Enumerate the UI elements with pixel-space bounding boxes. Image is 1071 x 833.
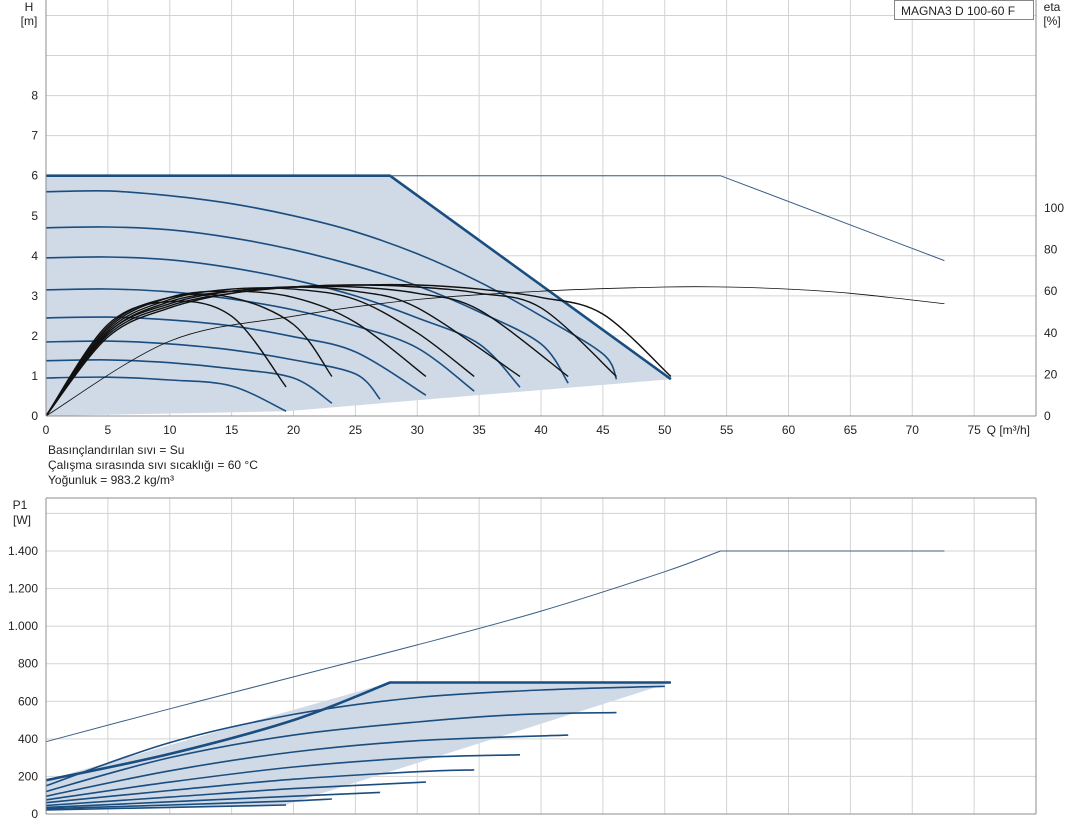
y-tick-label: 5 [31, 209, 38, 223]
y-tick-label: 4 [31, 249, 38, 263]
x-tick-label: 45 [596, 423, 610, 437]
x-tick-label: 15 [225, 423, 239, 437]
efficiency-curve [45, 300, 287, 417]
y2-axis-title: eta [1044, 0, 1061, 14]
power-chart: 0 200 400 600 800 1.000 1.200 1.400 P1[W] [8, 497, 1037, 821]
y-tick-label: 400 [18, 732, 38, 746]
y-tick-label: 6 [31, 169, 38, 183]
y-axis-title: H [25, 0, 34, 14]
head-curve [45, 359, 333, 404]
double-pump-power-curve [45, 550, 945, 743]
y-tick-label: 800 [18, 657, 38, 671]
power-curve [45, 791, 381, 809]
y-axis-title: P1 [13, 498, 28, 512]
operating-envelope [46, 175, 671, 416]
y2-tick-label: 20 [1044, 367, 1058, 381]
y-tick-label: 0 [31, 409, 38, 423]
y2-tick-label: 80 [1044, 243, 1058, 257]
y2-tick-label: 40 [1044, 326, 1058, 340]
head-chart: 0 5 10 15 20 25 30 35 40 45 50 55 60 65 70 750123456780… [21, 0, 1064, 437]
model-label: MAGNA3 D 100-60 F [894, 0, 1034, 20]
power-curve [45, 781, 426, 807]
system-efficiency-curve [45, 286, 945, 417]
temperature-note: Çalışma sırasında sıvı sıcaklığı = 60 °C [48, 458, 258, 472]
head-curve [45, 226, 569, 384]
x-tick-label: 0 [43, 423, 50, 437]
fluid-note: Basınçlandırılan sıvı = Su [48, 443, 185, 457]
x-tick-label: 30 [411, 423, 425, 437]
x-tick-label: 35 [472, 423, 486, 437]
head-curve [45, 288, 475, 392]
y-tick-label: 7 [31, 129, 38, 143]
y-tick-label: 8 [31, 89, 38, 103]
y-axis-unit: [m] [21, 14, 38, 28]
power-curve [45, 685, 665, 787]
x-tick-label: 50 [658, 423, 672, 437]
x-tick-label: 25 [349, 423, 363, 437]
head-curve [45, 189, 618, 380]
max-power-curve [45, 681, 671, 782]
efficiency-curve [45, 284, 617, 417]
y-tick-label: 1.400 [8, 544, 38, 558]
power-curve [45, 754, 521, 801]
head-curve [45, 376, 287, 412]
power-curve [45, 769, 475, 804]
power-curve [45, 804, 287, 811]
head-curve [45, 316, 427, 396]
y-tick-label: 1.200 [8, 582, 38, 596]
efficiency-curve [45, 293, 333, 417]
y2-tick-label: 0 [1044, 409, 1051, 423]
y-tick-label: 2 [31, 329, 38, 343]
y-tick-label: 3 [31, 289, 38, 303]
head-curve [45, 256, 521, 388]
y-tick-label: 200 [18, 769, 38, 783]
x-tick-label: 65 [844, 423, 858, 437]
density-note: Yoğunluk = 983.2 kg/m³ [48, 473, 174, 487]
x-tick-label: 40 [534, 423, 548, 437]
x-tick-label: 5 [105, 423, 112, 437]
y2-tick-label: 100 [1044, 201, 1064, 215]
double-pump-head-curve [390, 175, 945, 262]
efficiency-curve [45, 287, 475, 417]
y2-tick-label: 60 [1044, 284, 1058, 298]
x-tick-label: 55 [720, 423, 734, 437]
power-curve [45, 798, 332, 810]
x-tick-label: 10 [163, 423, 177, 437]
power-curve [45, 711, 617, 793]
x-tick-label: 75 [967, 423, 981, 437]
y-axis-unit: [W] [13, 513, 31, 527]
x-axis-title: Q [m³/h] [987, 423, 1030, 437]
y-tick-label: 1 [31, 369, 38, 383]
y-tick-label: 1.000 [8, 619, 38, 633]
x-tick-label: 60 [782, 423, 796, 437]
y-tick-label: 0 [31, 807, 38, 821]
head-curve [45, 340, 381, 400]
x-tick-label: 70 [906, 423, 920, 437]
x-tick-label: 20 [287, 423, 301, 437]
power-curve [45, 734, 569, 797]
y2-axis-unit: [%] [1043, 14, 1060, 28]
efficiency-curve [45, 290, 427, 417]
y-tick-label: 600 [18, 694, 38, 708]
